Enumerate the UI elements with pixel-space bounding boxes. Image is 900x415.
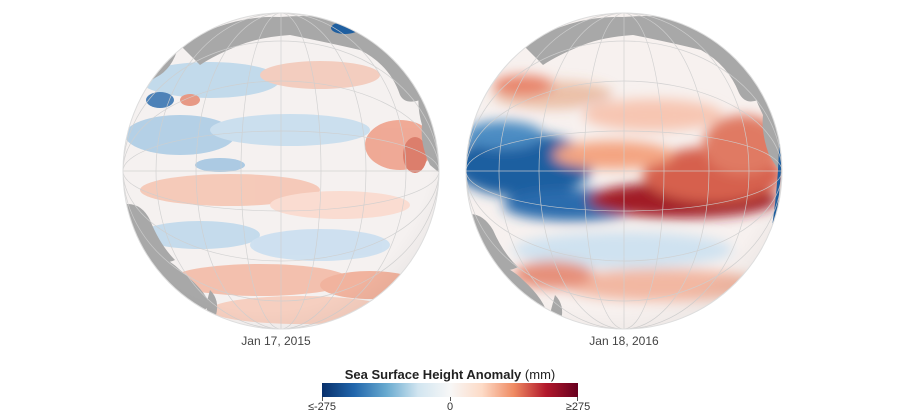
legend-label-mid: 0 [446,401,454,413]
legend-label-max: ≥275 [565,401,591,413]
globe-2015-map [122,12,440,330]
legend-title: Sea Surface Height Anomaly (mm) [250,367,650,382]
legend-unit: (mm) [524,367,556,382]
globe-2016-map [465,12,783,330]
caption-2016: Jan 18, 2016 [589,334,659,348]
legend-color-bar [322,383,578,397]
legend-title-text: Sea Surface Height Anomaly [344,367,522,382]
legend-label-min: ≤-275 [307,401,337,413]
legend-tick-mid [450,397,451,401]
caption-2015: Jan 17, 2015 [241,334,311,348]
legend-tick-max [577,397,578,401]
legend-tick-min [322,397,323,401]
